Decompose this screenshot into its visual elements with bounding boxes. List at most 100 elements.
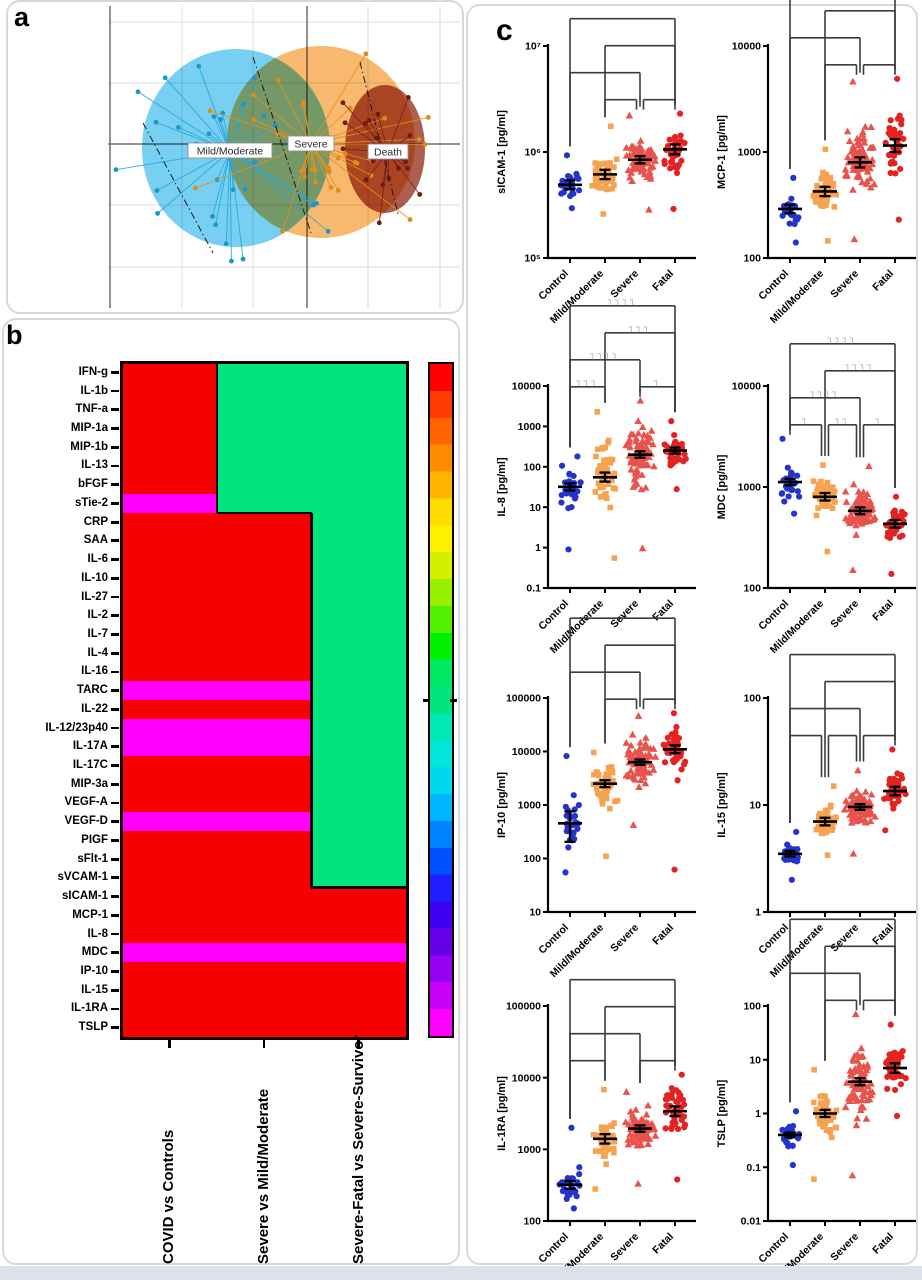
heatmap-row-label: bFGF [77,478,108,491]
panel-c-card [466,4,918,1265]
heatmap-boundary [310,512,313,533]
significance-label: ┐┐┐┐ [827,334,858,344]
heatmap-cell [311,756,407,776]
y-tick-label: 100000 [506,1001,541,1013]
heatmap-cell [122,437,218,458]
heatmap-row-label: sVCAM-1 [57,871,108,884]
y-tick-label: 1 [755,1108,761,1120]
heatmap-cell [122,887,218,907]
heatmap-cell [311,962,407,982]
x-category-label: Fatal [870,922,896,948]
heatmap-cell [311,887,407,907]
heatmap-cell [122,793,218,813]
heatmap-cell [122,905,218,926]
heatmap-cell [216,531,312,551]
heatmap-cell [216,756,312,776]
heatmap-boundary [215,456,219,476]
heatmap-boundary [215,437,219,458]
heatmap-cell [311,793,407,813]
y-tick-label: 100 [743,693,761,705]
x-category-label: Control [756,1231,791,1266]
heatmap-row-label: sTie-2 [74,496,108,509]
heatmap-cell [311,512,407,533]
heatmap-cell [216,475,312,495]
heatmap-col-tick [167,1039,171,1048]
y-tick-label: 10 [749,800,761,812]
heatmap-row-tick [111,633,119,636]
heatmap-cell [122,625,218,645]
heatmap-cell [122,962,218,982]
heatmap-boundary [310,643,313,664]
heatmap-row-tick [111,1007,119,1011]
x-category-label: Control [756,598,791,633]
heatmap-cell [216,831,312,851]
heatmap-row-tick [111,576,119,580]
heatmap-row-tick [111,820,119,824]
y-tick-label: 10000 [512,381,541,393]
heatmap-boundary [310,550,313,570]
y-tick-label: 100 [523,1216,541,1228]
heatmap-row-tick [111,707,119,711]
heatmap-cell [311,737,407,757]
heatmap-row-label: TSLP [78,1021,108,1034]
heatmap-row-tick [111,857,119,861]
significance-label: ┐┐┐┐ [607,296,638,306]
heatmap-row-label: MDC [81,946,108,959]
heatmap-cell [311,718,407,739]
y-axis-label: MCP-1 [pg/ml] [716,115,728,189]
heatmap-cell [311,531,407,551]
heatmap-cell [122,550,218,570]
heatmap-cell [216,868,312,888]
heatmap-cell [311,662,407,682]
heatmap-row-label: IL-22 [81,702,108,715]
heatmap-row-tick [111,389,119,393]
svg-text:Severe: Severe [294,139,327,151]
y-axis-label: IL-1RA [pg/ml] [496,1076,508,1151]
heatmap-row-label: MIP-3a [70,777,108,790]
heatmap-row-tick [111,1026,119,1030]
heatmap-cell [311,831,407,851]
heatmap-row-tick [111,782,119,786]
heatmap-cell [216,643,312,664]
heatmap-cell [216,550,312,570]
heatmap-cell [122,568,218,589]
y-tick-label: 10 [529,502,541,514]
heatmap-row-tick [111,970,119,973]
y-tick-label: 10000 [512,1072,541,1084]
heatmap-cell [122,718,218,739]
heatmap-row-label: IL-27 [81,590,108,603]
heatmap-cell [216,568,312,589]
heatmap-cell [216,924,312,944]
heatmap-row-label: IL-15 [81,983,108,996]
heatmap-cell [122,831,218,851]
heatmap-row-label: PIGF [81,833,108,846]
y-tick-label: 100000 [506,693,541,705]
x-category-label: Fatal [650,1231,676,1257]
cluster-plot: Mild/Moderate Severe Death [108,6,460,308]
heatmap-boundary [310,587,313,607]
heatmap-cell [311,643,407,664]
heatmap-cell [122,662,218,682]
heatmap-row-tick [111,483,119,487]
heatmap-col-label: Severe vs Mild/Moderate [255,1088,272,1264]
heatmap-boundary [310,774,313,795]
heatmap-cell [311,943,407,963]
y-tick-label: 1000 [518,1144,542,1156]
heatmap-cell [216,718,312,739]
heatmap-cell [122,924,218,944]
heatmap-row-label: IL-17A [72,740,108,753]
heatmap-boundary [310,662,313,682]
heatmap-cell [216,962,312,982]
y-tick-label: 1000 [738,482,762,494]
heatmap-row-label: SAA [83,534,108,547]
heatmap-cell [216,849,312,870]
y-axis-label: sICAM-1 [pg/ml] [496,110,508,194]
heatmap-cell [216,700,312,720]
y-tick-label: 0.1 [746,1162,761,1174]
x-category-label: Control [536,598,571,633]
x-category-label: Severe [608,598,641,631]
significance-label: ┐┐┐┐ [844,361,875,371]
